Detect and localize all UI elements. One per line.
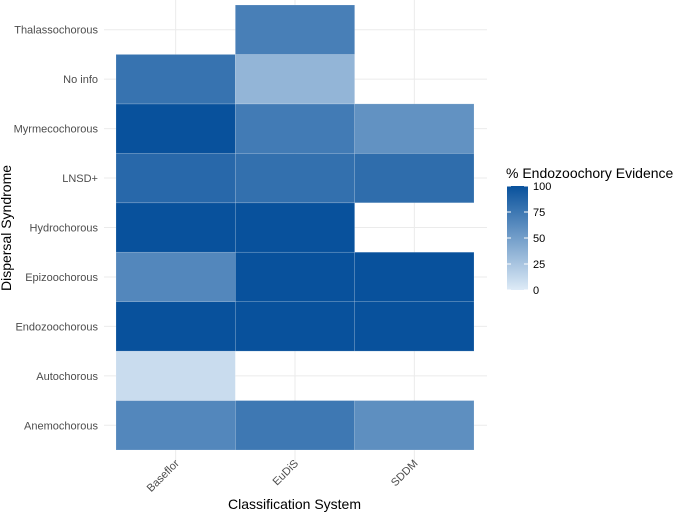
heatmap-cell xyxy=(235,103,355,154)
legend: % Endozoochory Evidence 0 25 50 75 100 xyxy=(506,165,674,297)
y-tick-label: Myrmecochorous xyxy=(14,124,99,136)
heatmap-cell xyxy=(354,103,475,154)
x-tick-label: Baseflor xyxy=(145,457,182,494)
x-axis-title: Classification System xyxy=(228,496,361,512)
x-tick-label: EuDiS xyxy=(271,458,302,489)
heatmap-cell xyxy=(235,4,355,55)
legend-tick-label: 0 xyxy=(533,285,539,297)
heatmap-cell xyxy=(235,153,355,204)
heatmap-cell xyxy=(235,54,355,105)
heatmap-cell xyxy=(354,400,475,451)
heatmap-cell xyxy=(115,301,236,352)
x-tick-label: SDDM xyxy=(389,458,420,489)
heatmap-cell xyxy=(354,153,475,204)
legend-colorbar xyxy=(507,186,528,290)
y-axis-title: Dispersal Syndrome xyxy=(0,165,14,291)
legend-tick-label: 100 xyxy=(533,181,551,193)
y-tick-label: Anemochorous xyxy=(24,420,98,432)
heatmap-cell xyxy=(235,202,355,253)
heatmap-cell xyxy=(235,301,355,352)
heatmap-cell xyxy=(115,251,236,302)
cells-layer xyxy=(115,4,475,451)
y-tick-label: Autochorous xyxy=(36,371,98,383)
y-tick-label: Epizoochorous xyxy=(25,272,98,284)
y-tick-label: LNSD+ xyxy=(62,173,98,185)
heatmap-cell xyxy=(115,400,236,451)
y-tick-label: Endozoochorous xyxy=(15,321,98,333)
heatmap-cell xyxy=(235,251,355,302)
heatmap-cell xyxy=(354,251,475,302)
heatmap-cell xyxy=(115,350,236,401)
legend-tick-label: 50 xyxy=(533,233,545,245)
legend-ticks: 0 25 50 75 100 xyxy=(507,181,551,297)
y-tick-label: Hydrochorous xyxy=(30,223,99,235)
heatmap-cell xyxy=(115,103,236,154)
x-tick-labels: Baseflor EuDiS SDDM xyxy=(145,457,421,494)
heatmap-cell xyxy=(115,54,236,105)
y-tick-label: No info xyxy=(63,74,98,86)
legend-title: % Endozoochory Evidence xyxy=(506,165,674,181)
y-tick-labels: Anemochorous Autochorous Endozoochorous Epi… xyxy=(14,25,99,433)
y-tick-label: Thalassochorous xyxy=(14,25,98,37)
heatmap-cell xyxy=(115,202,236,253)
heatmap-cell xyxy=(235,400,355,451)
legend-tick-label: 75 xyxy=(533,207,545,219)
heatmap-cell xyxy=(354,301,475,352)
heatmap-cell xyxy=(115,153,236,204)
legend-tick-label: 25 xyxy=(533,259,545,271)
